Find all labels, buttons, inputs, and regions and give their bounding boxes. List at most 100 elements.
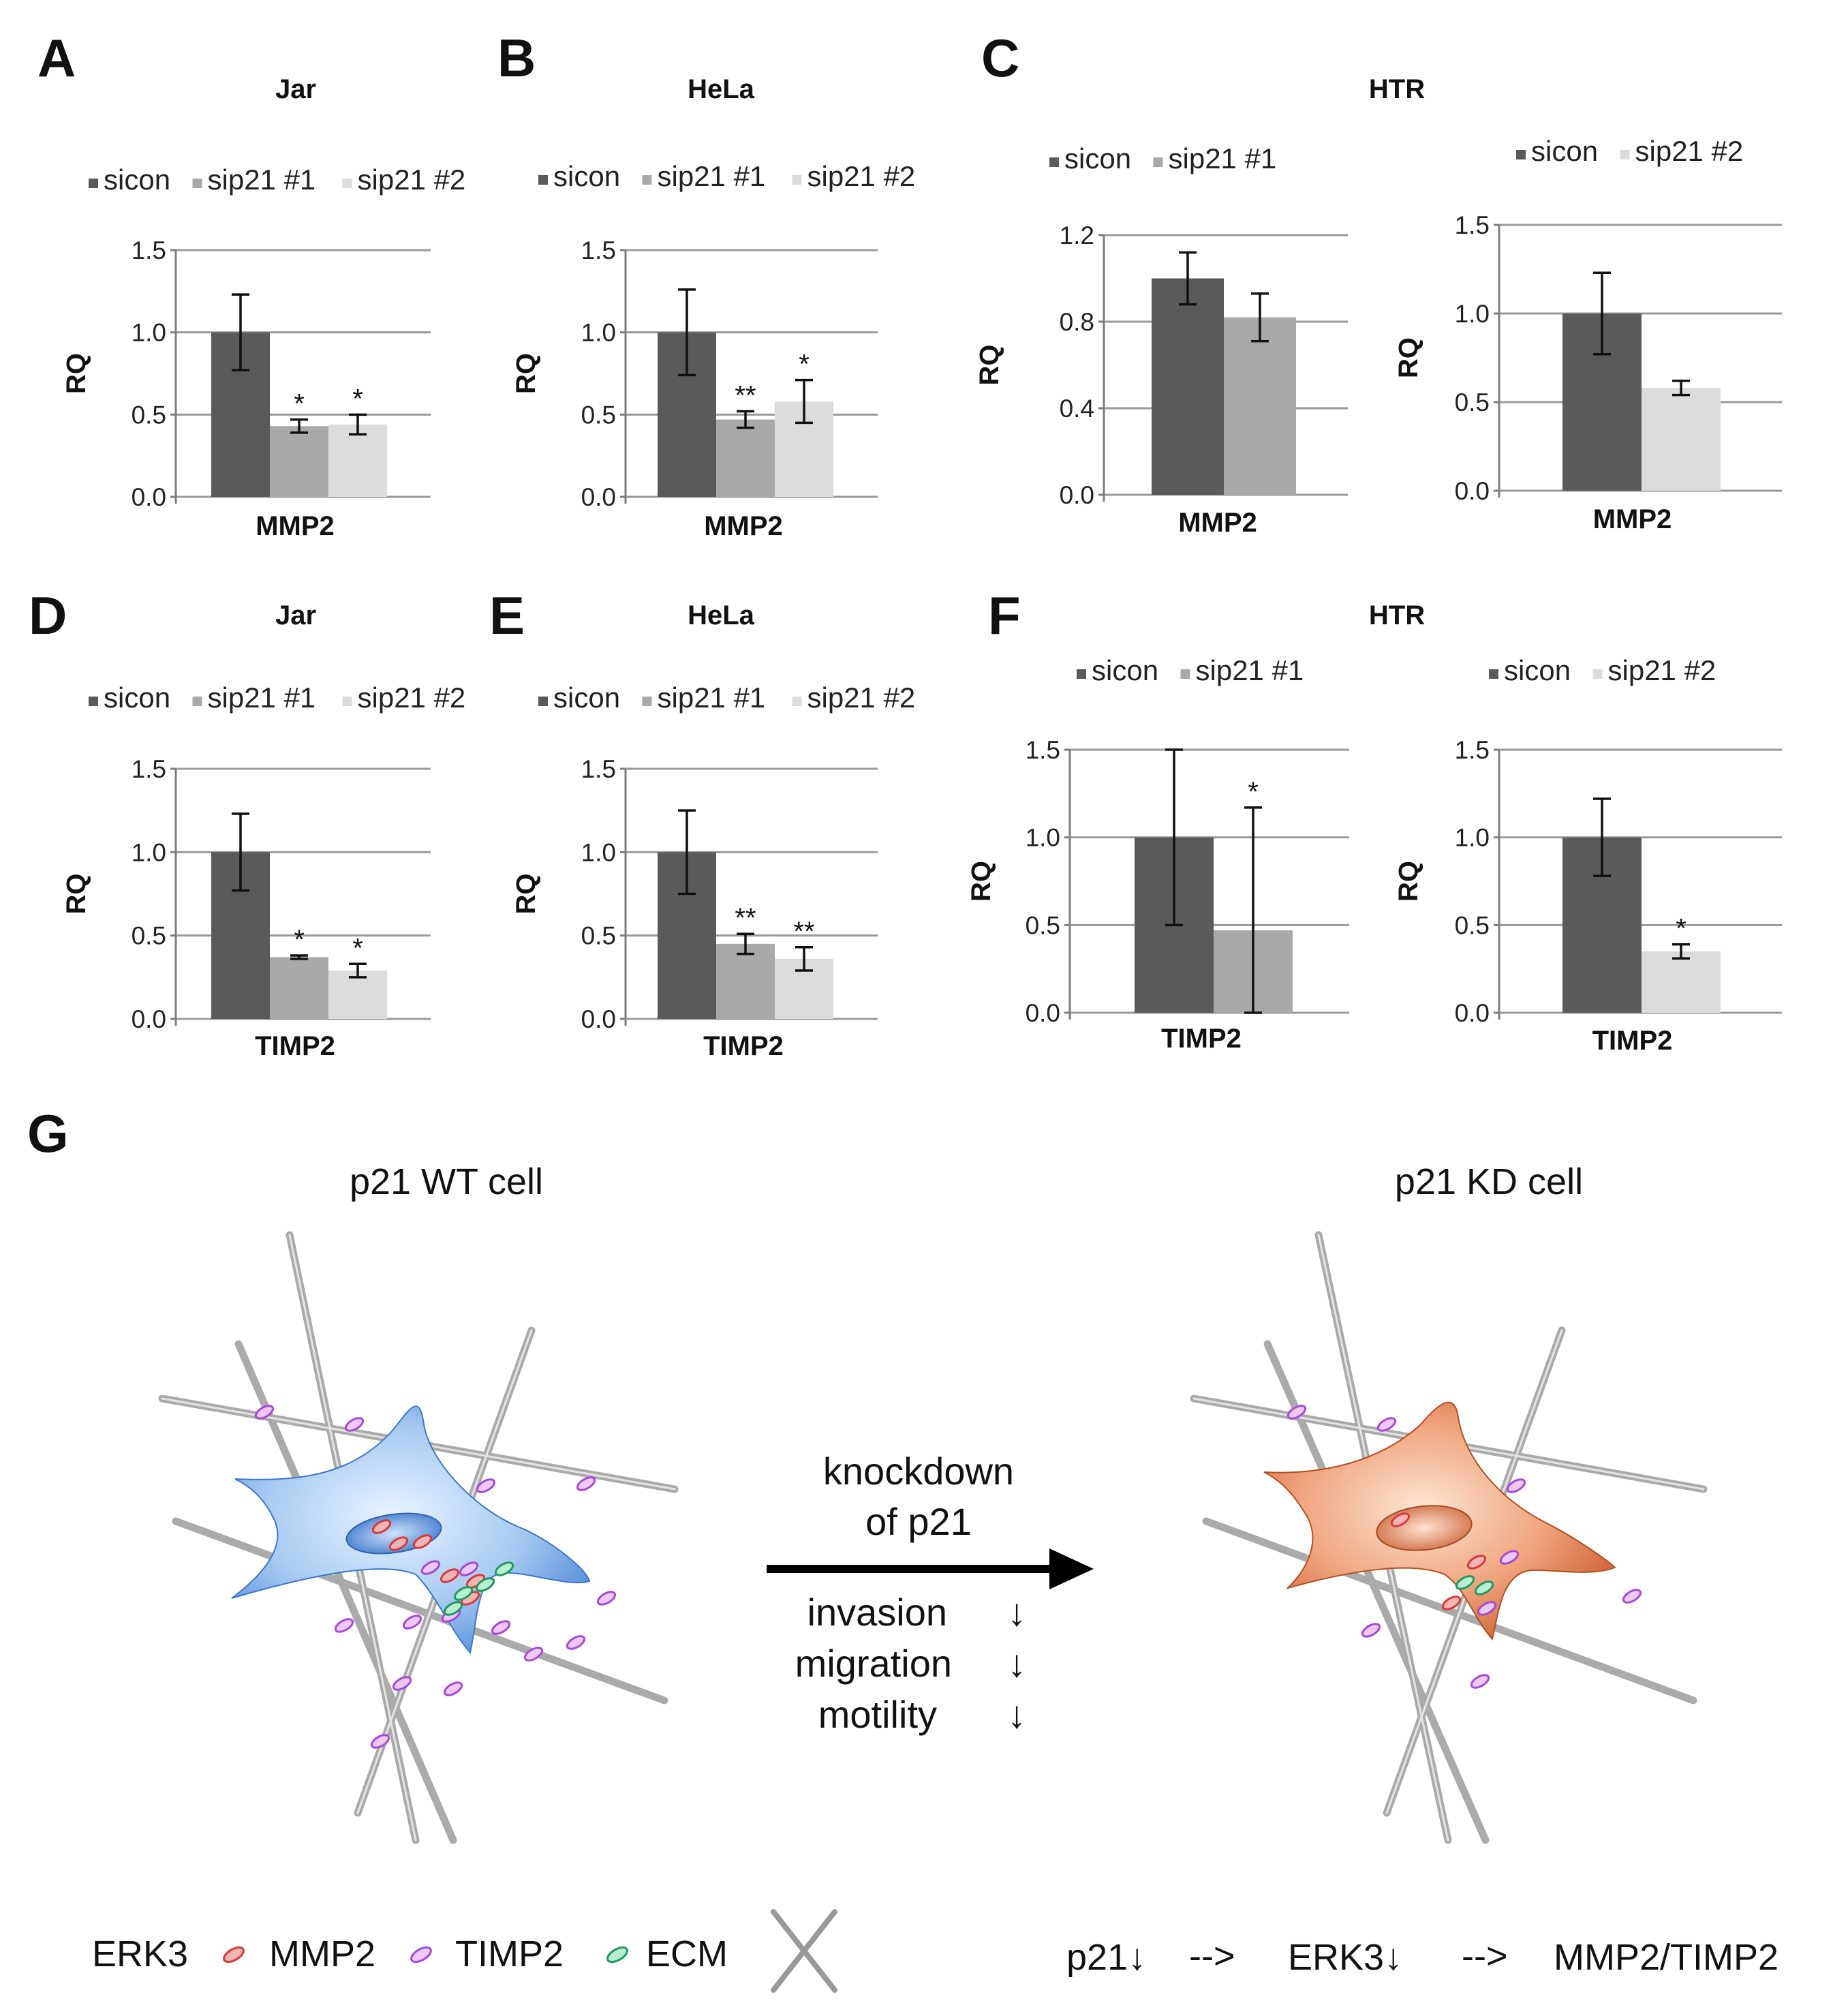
timp2-marker	[566, 1635, 586, 1650]
legend-entry: sicon	[1092, 654, 1158, 686]
y-tick-label: 0.5	[1455, 388, 1490, 416]
significance-marker: *	[1676, 914, 1687, 944]
timp2-marker	[334, 1618, 354, 1633]
legend-entry: sicon	[1531, 135, 1598, 167]
legend-swatch	[1180, 669, 1190, 679]
panel-letter-c: C	[981, 28, 1019, 88]
ecm-marker	[1474, 1580, 1494, 1595]
legend-entry: sicon	[104, 682, 170, 714]
pathway-step-erk3: ERK3↓	[1288, 1937, 1402, 1978]
significance-marker: *	[1248, 777, 1259, 807]
y-tick-label: 1.0	[1455, 824, 1490, 852]
effect-invasion-arrow: ↓	[1007, 1591, 1026, 1634]
y-tick-label: 0.5	[581, 401, 616, 429]
legend-swatch	[642, 697, 652, 706]
y-tick-label: 1.0	[132, 319, 166, 347]
chart-d-jar-timp2: Jar sicon sip21 #1 sip21 #2 0.0 0.5 1.0 1.5 RQ * *…	[61, 600, 465, 1061]
pathway: p21↓ --> ERK3↓ --> MMP2/TIMP2	[1066, 1936, 1778, 1978]
timp2-marker	[523, 1647, 544, 1662]
legend-swatch	[342, 179, 352, 188]
y-tick-label: 0.5	[1455, 911, 1490, 939]
timp2-marker	[1361, 1623, 1381, 1638]
y-tick-label: 1.2	[1060, 222, 1094, 249]
pathway-step-mmp2-timp2: MMP2/TIMP2	[1554, 1937, 1778, 1978]
timp2-marker	[392, 1676, 412, 1691]
kd-cell-title: p21 KD cell	[1395, 1161, 1583, 1202]
legend-swatch	[192, 179, 202, 188]
x-axis-label: MMP2	[704, 511, 783, 541]
timp2-marker	[491, 1620, 511, 1635]
bar-sip21-2	[1642, 951, 1721, 1013]
erk3-marker	[412, 1534, 433, 1549]
significance-marker: *	[352, 384, 363, 414]
key-ecm-label: ECM	[646, 1934, 728, 1974]
panel-letter-a: A	[37, 28, 76, 88]
chart-f1-htr-timp2: HTR sicon sip21 #1 0.0 0.5 1.0 1.5 RQ * TIMP2	[966, 600, 1425, 1054]
x-axis-label: TIMP2	[1592, 1026, 1673, 1056]
effect-migration-arrow: ↓	[1007, 1642, 1026, 1685]
y-axis-label: RQ	[511, 353, 541, 394]
erk3-marker	[1390, 1512, 1411, 1527]
timp2-marker	[1477, 1601, 1497, 1616]
timp2-marker	[476, 1478, 496, 1493]
effect-motility-label: motility	[818, 1693, 937, 1736]
bar-sip21-1	[716, 419, 775, 497]
chart-title: HTR	[1369, 74, 1425, 104]
molecule-markers	[254, 1405, 1642, 1749]
effect-migration-label: migration	[795, 1642, 952, 1685]
mmp2-icon	[410, 1946, 432, 1964]
arrow-label-line1: knockdown	[823, 1450, 1014, 1493]
timp2-marker	[1470, 1674, 1490, 1689]
wt-cell-title: p21 WT cell	[350, 1161, 543, 1202]
timp2-marker	[254, 1405, 275, 1420]
y-axis-label: RQ	[974, 345, 1004, 386]
bar-sip21-2	[328, 424, 387, 497]
panel-g: p21 WT cell p21 KD cell	[92, 1161, 1778, 1993]
timp2-marker	[1506, 1478, 1526, 1493]
legend-entry: sip21 #1	[1196, 654, 1304, 686]
timp2-marker	[596, 1591, 617, 1606]
y-tick-label: 1.5	[1455, 736, 1490, 764]
y-tick-label: 0.0	[1060, 481, 1094, 509]
legend-swatch	[1049, 157, 1059, 167]
chart-c2-htr-mmp2: sicon sip21 #2 0.0 0.5 1.0 1.5 RQ MMP2	[1393, 135, 1782, 534]
timp2-marker	[1287, 1405, 1307, 1420]
chart-title: HeLa	[688, 600, 755, 630]
pathway-arrow-2: -->	[1462, 1936, 1508, 1976]
ecm-marker	[443, 1601, 463, 1616]
bar-sip21-1	[270, 957, 328, 1019]
y-tick-label: 0.0	[581, 1005, 616, 1033]
legend-entry: sip21 #1	[208, 164, 316, 196]
legend-swatch	[89, 179, 98, 188]
legend-swatch	[342, 697, 352, 706]
arrow-label-line2: of p21	[865, 1500, 972, 1543]
legend-entry: sip21 #1	[658, 682, 766, 714]
x-axis-label: TIMP2	[255, 1031, 335, 1061]
significance-marker: *	[352, 933, 363, 963]
panel-letter-b: B	[497, 28, 536, 88]
bar-sicon	[1152, 278, 1224, 495]
bar-sip21-1	[1224, 317, 1296, 495]
y-tick-label: 0.0	[132, 483, 166, 511]
timp2-marker	[443, 1681, 463, 1696]
significance-marker: **	[735, 381, 756, 411]
legend-swatch	[1153, 157, 1163, 167]
timp2-marker	[420, 1560, 441, 1575]
y-tick-label: 1.5	[132, 236, 166, 264]
chart-b-hela-mmp2: HeLa sicon sip21 #1 sip21 #2 0.0 0.5 1.0 1.5 RQ *…	[511, 74, 915, 541]
y-tick-label: 1.5	[581, 236, 616, 264]
y-tick-label: 1.5	[1026, 736, 1060, 764]
y-tick-label: 1.0	[581, 319, 616, 347]
y-tick-label: 0.0	[1026, 999, 1060, 1027]
chart-f2-htr-timp2: sicon sip21 #2 0.0 0.5 1.0 1.5 RQ * TIMP2	[1393, 654, 1782, 1056]
legend-swatch	[1077, 669, 1086, 679]
ecm-icon	[606, 1946, 628, 1964]
y-tick-label: 1.5	[132, 755, 166, 783]
legend-swatch	[642, 175, 652, 185]
y-axis-label: RQ	[1393, 337, 1423, 378]
key-mmp2-label: MMP2	[269, 1934, 375, 1974]
chart-title: Jar	[275, 600, 316, 630]
ecm-marker	[494, 1561, 514, 1576]
y-tick-label: 0.4	[1060, 395, 1094, 423]
y-tick-label: 1.0	[132, 838, 166, 866]
